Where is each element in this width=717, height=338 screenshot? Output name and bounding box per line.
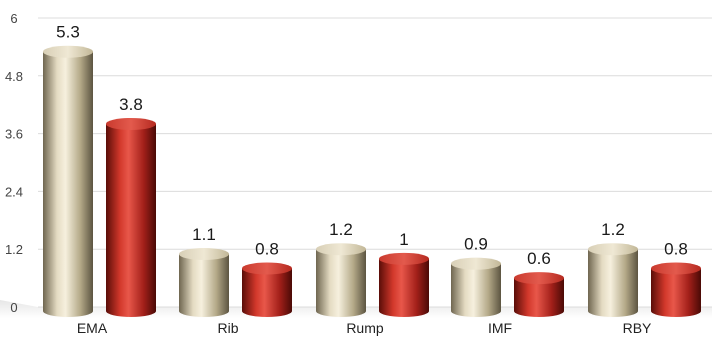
bar-red-rby (651, 262, 701, 317)
bar-cap (242, 262, 292, 275)
bar-cap (316, 243, 366, 256)
bar-tan-imf (451, 257, 501, 317)
bar-body (242, 268, 292, 317)
bar-cap (451, 257, 501, 270)
bar-cap (43, 45, 93, 58)
bar-tan-rump (316, 243, 366, 317)
bar-body (451, 263, 501, 317)
data-label: 1 (399, 230, 408, 249)
y-tick-label: 4.8 (5, 69, 23, 84)
bar-red-ema (106, 117, 156, 317)
bar-body (106, 123, 156, 317)
x-category-label: RBY (623, 320, 652, 336)
data-label: 1.2 (601, 220, 625, 239)
y-tick-label: 0 (10, 300, 17, 315)
data-labels: 5.3 3.8 1.1 0.8 1.2 1 0.9 0.6 1.2 0.8 (56, 23, 688, 268)
bar-red-rib (242, 262, 292, 317)
y-tick-label: 1.2 (5, 242, 23, 257)
x-category-label: IMF (488, 320, 512, 336)
bar-tan-ema (43, 45, 93, 317)
bar-cap (379, 252, 429, 265)
data-label: 0.9 (464, 235, 488, 254)
bars (43, 45, 701, 317)
bar-cap (588, 243, 638, 256)
bar-red-rump (379, 252, 429, 317)
bar-body (651, 268, 701, 317)
data-label: 0.8 (664, 239, 688, 258)
x-axis: EMA Rib Rump IMF RBY (77, 320, 652, 336)
bar-body (179, 254, 229, 317)
y-tick-label: 2.4 (5, 184, 23, 199)
y-tick-label: 6 (10, 11, 17, 26)
y-tick-label: 3.6 (5, 127, 23, 142)
bar-cap (106, 117, 156, 130)
data-label: 5.3 (56, 23, 80, 42)
data-label: 1.2 (329, 220, 353, 239)
data-label: 0.6 (527, 249, 551, 268)
bar-cap (179, 248, 229, 261)
x-category-label: Rib (217, 320, 238, 336)
bar-body (43, 51, 93, 317)
y-axis: 0 1.2 2.4 3.6 4.8 6 (5, 11, 23, 315)
data-label: 0.8 (255, 239, 279, 258)
bar-body (379, 258, 429, 317)
x-category-label: EMA (77, 320, 108, 336)
bar-body (588, 249, 638, 317)
data-label: 1.1 (192, 225, 216, 244)
bar-cap (651, 262, 701, 275)
bar-tan-rby (588, 243, 638, 317)
bar-body (316, 249, 366, 317)
bar-cap (514, 272, 564, 285)
bar-tan-rib (179, 248, 229, 317)
x-category-label: Rump (346, 320, 384, 336)
bar-red-imf (514, 272, 564, 317)
bar-body (514, 278, 564, 317)
data-label: 3.8 (119, 95, 143, 114)
